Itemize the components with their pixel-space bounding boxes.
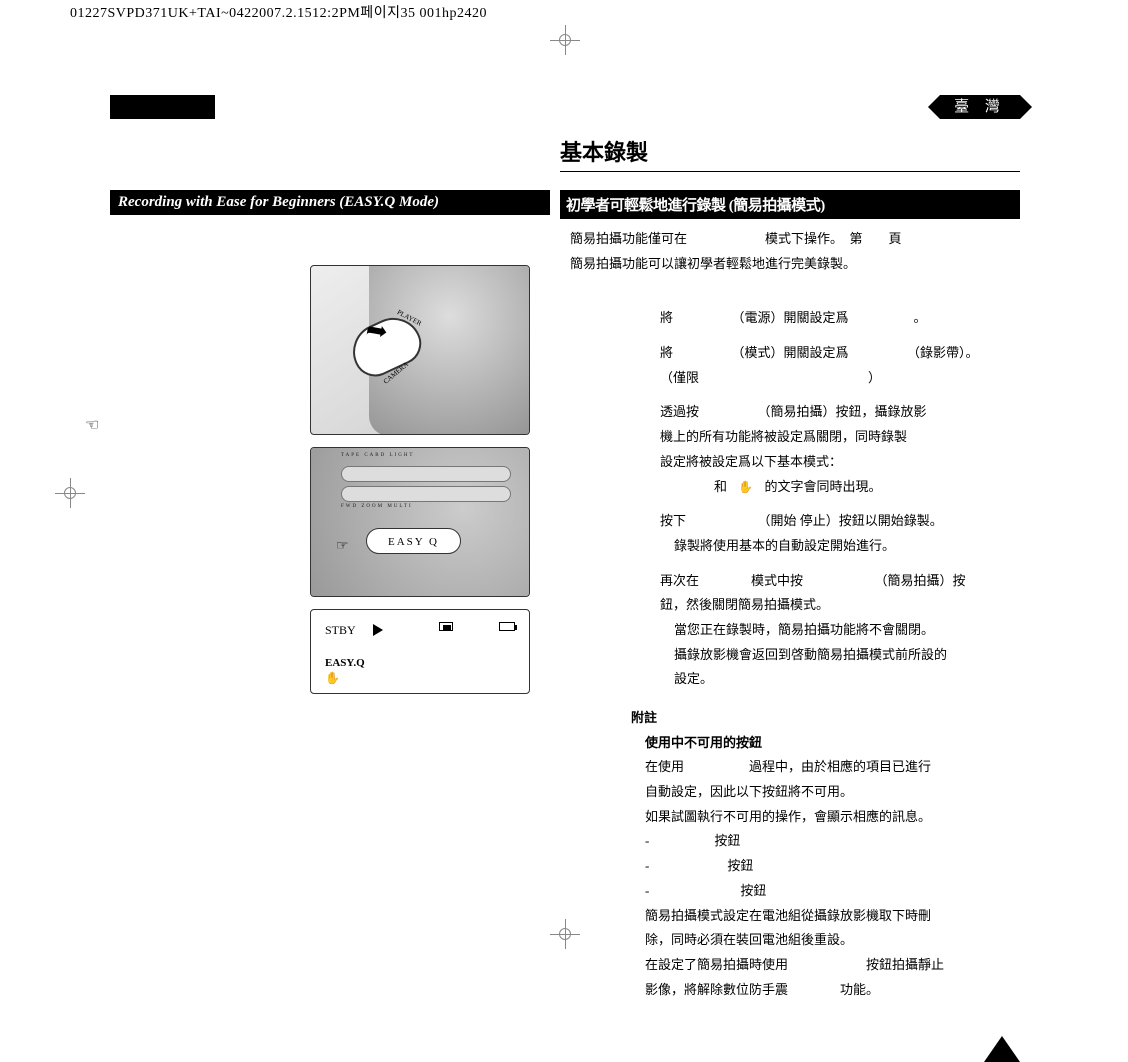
page: 臺 灣 基本錄製 Recording with Ease for Beginne… (110, 95, 1020, 1002)
page-nav-up-icon (984, 1036, 1020, 1062)
illustrations: ➦ PLAYER CAMERA TAPE CARD LIGHT FWD ZOOM… (310, 265, 530, 694)
hand-icon-left: ☜ (85, 415, 99, 435)
crop-mark-top (550, 25, 580, 55)
bar-heading-ch: 初學者可輕鬆地進行錄製 (簡易拍攝模式) (560, 190, 1020, 219)
notes: 附註 使用中不可用的按鈕 在使用 過程中，由於相應的項目已進行 自動設定，因此以… (645, 706, 1020, 1002)
strip-labels-bot: FWD ZOOM MULTI (341, 504, 413, 509)
osd-hand-icon: ✋ (325, 672, 340, 684)
illus-easyq-button: TAPE CARD LIGHT FWD ZOOM MULTI EASY Q ☞ (310, 447, 530, 597)
intro-ch: 簡易拍攝功能僅可在 模式下操作。 第 頁 簡易拍攝功能可以讓初學者輕鬆地進行完美… (570, 227, 1020, 276)
notes-line: 在設定了簡易拍攝時使用 按鈕拍攝靜止 (645, 953, 1020, 978)
step-4: 按下 （開始 停止）按鈕以開始錄製。 錄製將使用基本的自動設定開始進行。 (660, 509, 1020, 558)
pointer-icon: ☞ (336, 538, 349, 555)
section-title-ch: 基本錄製 (560, 135, 1020, 172)
easyq-button-graphic: EASY Q (366, 528, 461, 554)
osd-battery-icon (499, 622, 515, 631)
english-badge-placeholder (110, 95, 215, 119)
osd-play-icon (373, 624, 383, 639)
crop-header: 01227SVPD371UK+TAI~0422007.2.1512:2PM페이지… (70, 2, 487, 22)
step-2: 將 （模式）開關設定爲 （錄影帶）。 （僅限 ） (660, 341, 1020, 390)
notes-bullet: - 按鈕 (645, 854, 1020, 879)
notes-subheading: 使用中不可用的按鈕 (645, 731, 1020, 756)
illus-mode-dial: ➦ PLAYER CAMERA (310, 265, 530, 435)
notes-line: 影像，將解除數位防手震 功能。 (645, 978, 1020, 1003)
step-5: 再次在 模式中按 （簡易拍攝）按 鈕，然後關閉簡易拍攝模式。 當您正在錄製時，簡… (660, 569, 1020, 692)
hand-inline-icon: ✋ (738, 476, 753, 499)
step-1: 將 （電源）開關設定爲 。 (660, 306, 1020, 331)
osd-easyq: EASY.Q (325, 658, 365, 669)
intro-line2: 簡易拍攝功能可以讓初學者輕鬆地進行完美錄製。 (570, 252, 1020, 277)
notes-line: 簡易拍攝模式設定在電池組從攝錄放影機取下時刪 (645, 904, 1020, 929)
notes-line: 除，同時必須在裝回電池組後重設。 (645, 928, 1020, 953)
notes-line: 在使用 過程中，由於相應的項目已進行 (645, 755, 1020, 780)
notes-line: 如果試圖執行不可用的操作，會顯示相應的訊息。 (645, 805, 1020, 830)
notes-line: 自動設定，因此以下按鈕將不可用。 (645, 780, 1020, 805)
col-left: Recording with Ease for Beginners (EASY.… (110, 190, 550, 1002)
region-badge: 臺 灣 (940, 95, 1020, 119)
columns: Recording with Ease for Beginners (EASY.… (110, 190, 1020, 1002)
osd-tape-icon (439, 622, 453, 631)
illus-osd: STBY EASY.Q ✋ (310, 609, 530, 694)
bar-heading-en: Recording with Ease for Beginners (EASY.… (110, 190, 550, 215)
strip-labels-top: TAPE CARD LIGHT (341, 453, 415, 458)
col-right: 初學者可輕鬆地進行錄製 (簡易拍攝模式) 簡易拍攝功能僅可在 模式下操作。 第 … (560, 190, 1020, 1002)
steps: 將 （電源）開關設定爲 。 將 （模式）開關設定爲 （錄影帶）。 （僅限 ） 透… (660, 306, 1020, 692)
step-3: 透過按 （簡易拍攝）按鈕，攝錄放影 機上的所有功能將被設定爲關閉，同時錄製 設定… (660, 400, 1020, 499)
top-row: 臺 灣 (110, 95, 1020, 125)
intro-line1: 簡易拍攝功能僅可在 模式下操作。 第 頁 (570, 227, 1020, 252)
notes-bullet: - 按鈕 (645, 829, 1020, 854)
notes-bullet: - 按鈕 (645, 879, 1020, 904)
notes-heading: 附註 (631, 706, 1020, 731)
osd-stby: STBY (325, 624, 356, 636)
crop-mark-left (55, 478, 85, 508)
